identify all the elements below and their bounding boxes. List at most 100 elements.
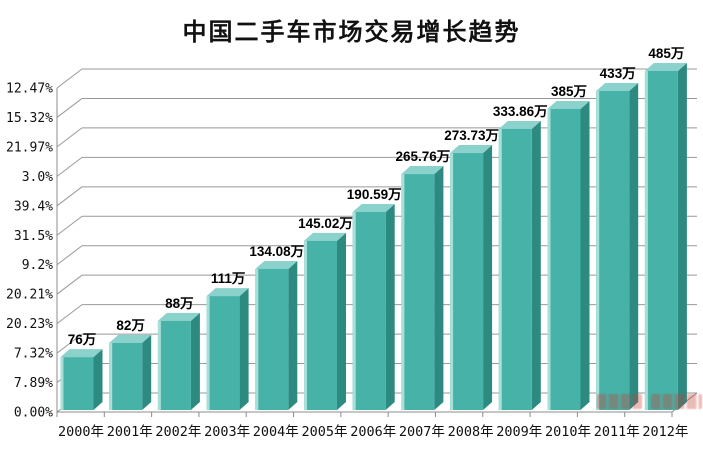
y-axis-label: 7.32%: [14, 347, 53, 362]
bar-top-face: [304, 232, 346, 241]
bar: [352, 212, 386, 410]
bar-value-label: 385万: [551, 84, 587, 99]
y-axis-label: 20.23%: [6, 317, 53, 332]
bar-top-face: [547, 100, 590, 109]
bar: [450, 153, 484, 410]
bar-highlight: [109, 342, 113, 410]
x-axis-label: 2010年: [545, 424, 591, 440]
y-axis-tick: [56, 98, 83, 118]
bar-side-face: [337, 232, 346, 410]
bar-highlight: [644, 70, 648, 410]
x-axis-label: 2006年: [350, 424, 396, 440]
bar-highlight: [157, 320, 161, 410]
bar-value-label: 333.86万: [493, 104, 548, 119]
y-axis-label: 3.0%: [22, 170, 53, 185]
bar: [157, 320, 191, 410]
x-axis-label: 2001年: [107, 424, 153, 440]
bar-highlight: [352, 212, 356, 410]
bar-top-face: [60, 349, 103, 358]
bar-highlight: [498, 128, 502, 410]
bar-value-label: 76万: [68, 332, 97, 347]
bar-top-face: [644, 62, 687, 71]
bar-side-face: [434, 166, 444, 410]
bar: [60, 357, 94, 410]
bar-top-face: [401, 166, 444, 175]
chart-title: 中国二手车市场交易增长趋势: [182, 19, 521, 46]
bar-side-face: [580, 100, 590, 410]
y-axis-tick: [56, 304, 83, 325]
bar-top-face: [498, 120, 541, 129]
bar-highlight: [401, 174, 405, 410]
x-axis-label: 2004年: [253, 424, 299, 440]
y-axis-tick: [56, 156, 83, 177]
bar-side-face: [190, 312, 200, 410]
bar-top-face: [109, 334, 152, 343]
y-axis-tick: [56, 68, 83, 89]
watermark: [651, 394, 702, 409]
bar: [547, 108, 581, 410]
bar-value-label: 111万: [211, 271, 246, 286]
bar-side-face: [288, 260, 298, 410]
x-axis-label: 2007年: [399, 424, 445, 440]
bar-top-face: [450, 145, 493, 154]
bar-side-face: [239, 288, 249, 410]
bar-value-label: 145.02万: [298, 216, 353, 231]
bar: [206, 296, 240, 410]
x-axis-label: 2009年: [496, 424, 542, 440]
bar-highlight: [596, 91, 600, 410]
y-axis-tick: [56, 127, 83, 148]
bar-value-label: 265.76万: [396, 149, 451, 164]
bar-side-face: [531, 120, 541, 410]
y-axis-label: 0.00%: [14, 405, 53, 420]
bar-value-label: 82万: [116, 318, 145, 333]
x-axis-label: 2000年: [58, 424, 104, 440]
x-axis-label: 2011年: [594, 424, 640, 440]
y-axis-label: 9.2%: [22, 258, 53, 273]
y-axis-tick: [56, 186, 83, 207]
bar-top-face: [157, 312, 200, 321]
bar-highlight: [255, 268, 259, 410]
bar: [498, 128, 532, 410]
bar-side-face: [677, 62, 687, 410]
watermark: [597, 394, 642, 409]
bar: [596, 91, 630, 410]
bar-side-face: [93, 349, 103, 410]
y-axis-label: 21.97%: [6, 140, 53, 155]
y-axis-label: 20.21%: [6, 288, 53, 303]
bar-highlight: [60, 357, 64, 410]
bar: [255, 268, 289, 410]
bar-value-label: 190.59万: [347, 187, 402, 202]
bar-value-label: 273.73万: [444, 128, 499, 143]
x-axis-label: 2012年: [642, 424, 688, 440]
bar-side-face: [483, 145, 493, 410]
bar-side-face: [142, 334, 152, 410]
bar: [644, 70, 678, 410]
bar-value-label: 88万: [165, 296, 194, 311]
bar: [304, 240, 337, 410]
bar-highlight: [547, 108, 551, 410]
bar-side-face: [385, 204, 395, 410]
y-axis-label: 12.47%: [6, 82, 53, 97]
y-axis-tick: [56, 274, 83, 295]
bar: [109, 342, 143, 410]
y-axis-label: 7.89%: [14, 376, 53, 391]
y-axis-tick: [56, 333, 83, 354]
bar-highlight: [450, 153, 454, 410]
bar-value-label: 485万: [648, 46, 684, 61]
y-axis-label: 31.5%: [14, 229, 53, 244]
y-axis-tick: [56, 215, 83, 236]
bar-side-face: [629, 83, 639, 410]
y-axis-label: 15.32%: [6, 111, 53, 126]
bar: [401, 174, 435, 410]
bar-top-face: [352, 204, 395, 213]
bar-top-face: [596, 83, 639, 92]
bar-highlight: [206, 296, 210, 410]
bar-top-face: [206, 288, 249, 297]
bar-highlight: [304, 240, 307, 410]
bar-top-face: [255, 260, 298, 269]
x-axis-label: 2003年: [204, 424, 250, 440]
x-axis-label: 2005年: [301, 424, 347, 440]
x-axis-label: 2002年: [155, 424, 201, 440]
